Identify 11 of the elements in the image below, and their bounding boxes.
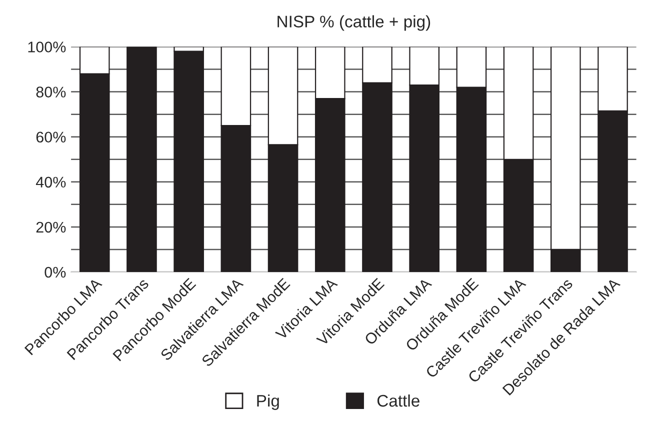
legend-label: Cattle [377,394,420,407]
y-tick-label: 20% [36,222,66,233]
y-tick-label: 40% [36,176,66,188]
y-tick-label: 100% [28,42,66,52]
bar [126,46,157,272]
bar [174,50,204,272]
chart-title: NISP % (cattle + pig) [278,15,430,31]
y-tick-label: 0% [44,266,66,278]
legend-label: Pig [257,394,279,410]
y-tick-label: 80% [36,86,66,98]
y-tick-label: 60% [36,132,66,143]
